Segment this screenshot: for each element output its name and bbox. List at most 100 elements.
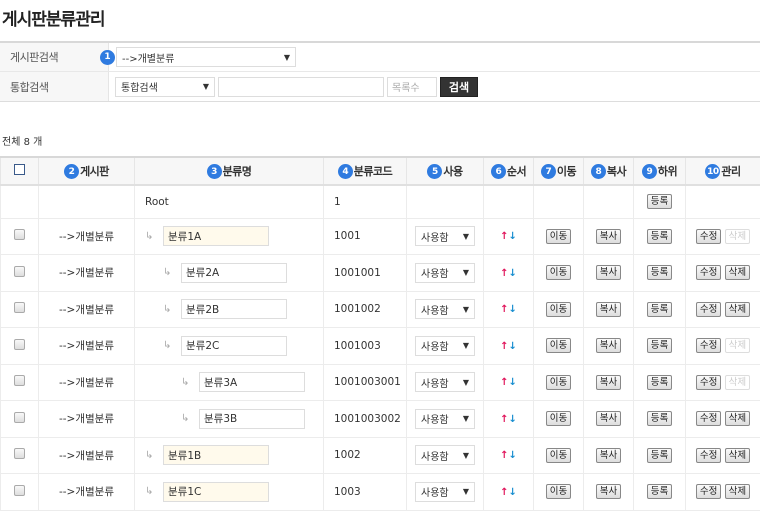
move-button[interactable]: 이동 [546,448,571,463]
edit-button[interactable]: 수정 [696,265,721,280]
arrow-up-icon[interactable]: ↑ [500,450,508,461]
arrow-down-icon[interactable]: ↓ [509,231,517,242]
use-select-value: 사용함 [421,229,449,244]
arrow-up-icon[interactable]: ↑ [500,414,508,425]
use-select[interactable]: 사용함▼ [415,372,475,392]
use-select[interactable]: 사용함▼ [415,445,475,465]
register-button[interactable]: 등록 [647,375,672,390]
arrow-down-icon[interactable]: ↓ [509,487,517,498]
header-manage-label: 관리 [721,165,740,178]
arrow-up-icon[interactable]: ↑ [500,341,508,352]
row-checkbox[interactable] [14,229,25,240]
use-select[interactable]: 사용함▼ [415,482,475,502]
edit-button[interactable]: 수정 [696,411,721,426]
arrow-up-icon[interactable]: ↑ [500,304,508,315]
row-code: 1001001 [324,255,407,292]
board-select[interactable]: -->개별분류▼ [116,47,296,67]
search-type-value: 통합검색 [121,79,158,94]
category-name-input[interactable]: 분류1B [163,445,269,465]
count-input[interactable]: 목록수 [387,77,437,97]
register-button[interactable]: 등록 [647,448,672,463]
delete-button[interactable]: 삭제 [725,302,750,317]
category-name-input[interactable]: 분류2B [181,299,287,319]
use-select[interactable]: 사용함▼ [415,299,475,319]
copy-button[interactable]: 복사 [596,229,621,244]
move-button[interactable]: 이동 [546,229,571,244]
move-button[interactable]: 이동 [546,338,571,353]
copy-button[interactable]: 복사 [596,375,621,390]
copy-button[interactable]: 복사 [596,338,621,353]
board-select-value: -->개별분류 [122,50,174,65]
move-button[interactable]: 이동 [546,375,571,390]
edit-button[interactable]: 수정 [696,448,721,463]
select-all-checkbox[interactable] [14,164,25,175]
row-board: -->개별분류 [39,255,135,292]
copy-button[interactable]: 복사 [596,484,621,499]
register-button[interactable]: 등록 [647,302,672,317]
header-name-label: 분류명 [223,165,252,178]
arrow-down-icon[interactable]: ↓ [509,304,517,315]
use-select[interactable]: 사용함▼ [415,409,475,429]
row-checkbox[interactable] [14,412,25,423]
delete-button[interactable]: 삭제 [725,448,750,463]
category-name-input[interactable]: 분류1C [163,482,269,502]
row-checkbox[interactable] [14,485,25,496]
copy-button[interactable]: 복사 [596,411,621,426]
register-button[interactable]: 등록 [647,194,672,209]
arrow-down-icon[interactable]: ↓ [509,268,517,279]
copy-button[interactable]: 복사 [596,302,621,317]
copy-button[interactable]: 복사 [596,448,621,463]
search-button[interactable]: 검색 [440,77,478,97]
table-row: -->개별분류 ↳분류2A 1001001 사용함▼ ↑↓ 이동 복사 등록 수… [1,255,760,292]
row-board: -->개별분류 [39,437,135,474]
arrow-down-icon[interactable]: ↓ [509,377,517,388]
use-select[interactable]: 사용함▼ [415,263,475,283]
register-button[interactable]: 등록 [647,265,672,280]
register-button[interactable]: 등록 [647,484,672,499]
row-checkbox[interactable] [14,339,25,350]
move-button[interactable]: 이동 [546,265,571,280]
chevron-down-icon: ▼ [463,232,469,241]
arrow-up-icon[interactable]: ↑ [500,487,508,498]
use-select[interactable]: 사용함 ▼ [415,226,475,246]
register-button[interactable]: 등록 [647,411,672,426]
edit-button[interactable]: 수정 [696,338,721,353]
arrow-up-icon[interactable]: ↑ [500,268,508,279]
edit-button[interactable]: 수정 [696,375,721,390]
category-name-input[interactable]: 분류3A [199,372,305,392]
keyword-input[interactable] [218,77,384,97]
move-button[interactable]: 이동 [546,411,571,426]
category-name-input[interactable]: 분류1A [163,226,269,246]
copy-button[interactable]: 복사 [596,265,621,280]
register-button[interactable]: 등록 [647,229,672,244]
arrow-up-icon[interactable]: ↑ [500,231,508,242]
category-name-input[interactable]: 분류2A [181,263,287,283]
badge-5: 5 [427,164,442,179]
row-checkbox[interactable] [14,375,25,386]
tree-branch-icon: ↳ [181,413,199,424]
delete-button: 삭제 [725,375,750,390]
edit-button[interactable]: 수정 [696,484,721,499]
use-select[interactable]: 사용함▼ [415,336,475,356]
category-name-input[interactable]: 분류3B [199,409,305,429]
use-select-value: 사용함 [421,411,449,426]
delete-button[interactable]: 삭제 [725,411,750,426]
move-button[interactable]: 이동 [546,302,571,317]
search-type-select[interactable]: 통합검색▼ [115,77,215,97]
row-checkbox[interactable] [14,302,25,313]
edit-button[interactable]: 수정 [696,302,721,317]
arrow-down-icon[interactable]: ↓ [509,341,517,352]
arrow-down-icon[interactable]: ↓ [509,450,517,461]
category-name-input[interactable]: 분류2C [181,336,287,356]
arrow-up-icon[interactable]: ↑ [500,377,508,388]
move-button[interactable]: 이동 [546,484,571,499]
delete-button[interactable]: 삭제 [725,265,750,280]
row-code: 1001002 [324,291,407,328]
row-checkbox[interactable] [14,266,25,277]
edit-button[interactable]: 수정 [696,229,721,244]
row-checkbox[interactable] [14,448,25,459]
arrow-down-icon[interactable]: ↓ [509,414,517,425]
register-button[interactable]: 등록 [647,338,672,353]
delete-button[interactable]: 삭제 [725,484,750,499]
